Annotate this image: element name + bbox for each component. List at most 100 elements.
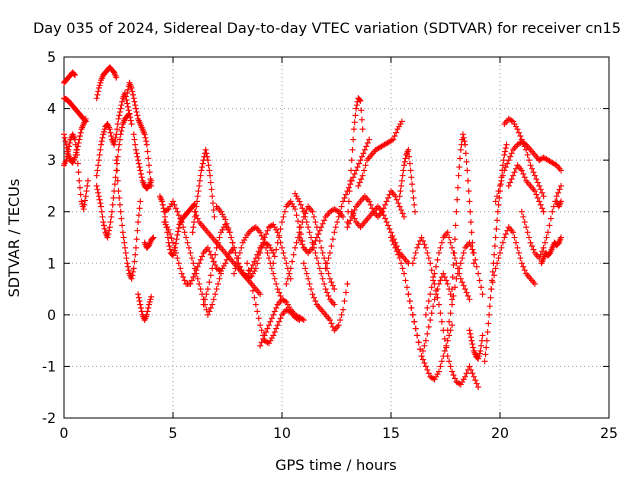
data-point [390,136,397,143]
data-point [520,139,527,146]
data-point [146,298,153,305]
data-point [435,301,442,308]
data-point [66,139,73,146]
data-point [300,208,307,215]
data-point [270,270,277,277]
data-point [206,279,213,286]
data-point [166,243,173,250]
data-point [322,286,329,293]
data-point [389,237,396,244]
data-point [558,234,565,241]
data-point [361,167,368,174]
data-point [396,193,403,200]
data-point [463,158,470,165]
data-point [385,222,392,229]
data-point [362,162,369,169]
data-point [254,308,261,315]
data-point [138,304,145,311]
data-point [531,172,538,179]
data-point [122,93,129,100]
data-point [309,291,316,298]
data-point [299,205,306,212]
series-trace-33 [396,146,418,215]
data-point [424,304,431,311]
data-point [254,260,261,267]
data-point [251,294,258,301]
data-point [305,275,312,282]
data-point [415,339,422,346]
data-point [528,243,535,250]
data-point [116,112,123,119]
data-point [124,263,131,270]
data-point [206,308,213,315]
data-point [196,260,203,267]
data-point [97,79,104,86]
data-point [319,249,326,256]
data-point [293,212,300,219]
data-point [193,203,200,210]
data-point [203,150,210,157]
data-point [468,229,475,236]
data-point [488,286,495,293]
data-point [174,208,181,215]
data-point [449,274,456,281]
data-point [114,121,121,128]
data-point [414,332,421,339]
data-point [537,201,544,208]
data-point [421,241,428,248]
data-point [292,206,299,213]
data-point [441,335,448,342]
data-point [312,249,319,256]
data-point [76,177,83,184]
data-point [195,188,202,195]
data-point [450,292,457,299]
data-point [396,203,403,210]
data-point [449,301,456,308]
data-point [440,270,447,277]
data-point [148,293,155,300]
data-point [112,134,119,141]
data-point [549,208,556,215]
data-point [401,162,408,169]
data-point [115,146,122,153]
data-point [517,255,524,262]
data-point [167,231,174,238]
data-point [322,265,329,272]
data-point [310,213,317,220]
data-point [331,286,338,293]
data-point [360,150,367,157]
data-point [315,231,322,238]
data-point [508,176,515,183]
data-point [468,337,475,344]
data-point [100,131,107,138]
data-point [107,129,114,136]
data-point [449,296,456,303]
data-point [476,350,483,357]
data-point [95,193,102,200]
data-point [191,208,198,215]
data-point [422,337,429,344]
y-tick-label: 0 [47,308,56,324]
data-point [274,239,281,246]
data-point [197,286,204,293]
data-point [188,277,195,284]
data-point [300,317,307,324]
data-point [434,256,441,263]
data-point [187,280,194,287]
data-point [358,107,365,114]
data-point [492,198,499,205]
data-point [174,231,181,238]
data-point [113,74,120,81]
series-trace-27 [292,190,338,308]
data-point [159,198,166,205]
data-point [475,384,482,391]
data-point [225,225,232,232]
data-point [122,244,129,251]
data-point [134,112,141,119]
data-point [178,219,185,226]
data-point [108,213,115,220]
data-point [107,219,114,226]
series-trace-19 [213,203,294,282]
data-point [276,318,283,325]
series-trace-42 [488,224,538,293]
